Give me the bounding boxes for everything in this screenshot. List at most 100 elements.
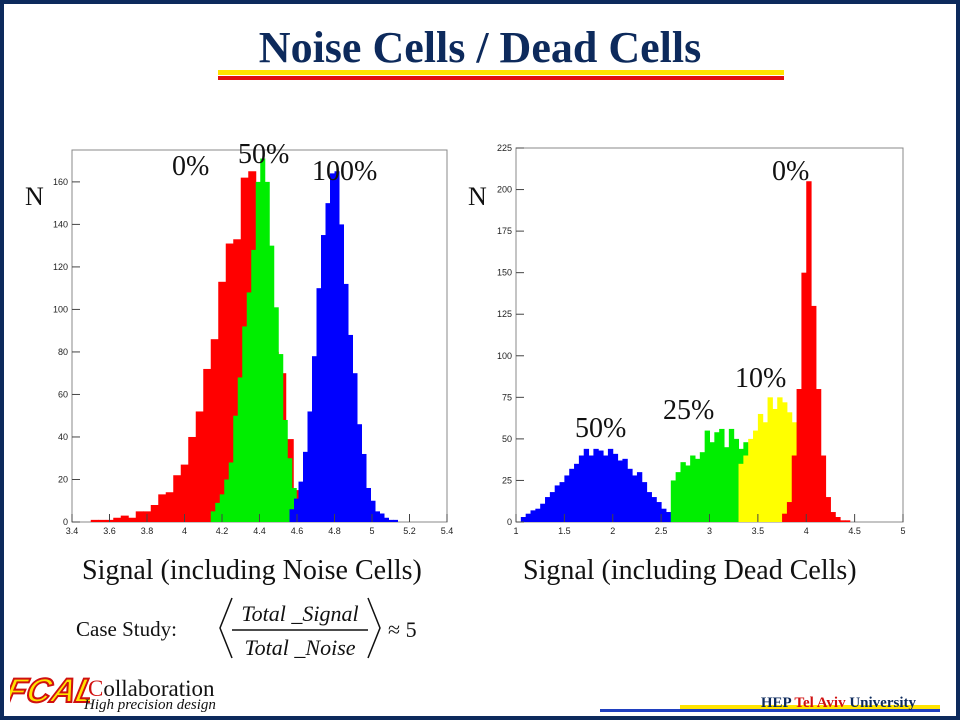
histogram-bar: [641, 482, 648, 522]
histogram-bar: [540, 503, 546, 522]
y-tick-label: 225: [497, 143, 512, 153]
x-tick-label: 4.2: [216, 526, 229, 536]
x-tick-label: 4.8: [328, 526, 341, 536]
percent-annotation: 50%: [575, 413, 626, 444]
histogram-bar: [525, 513, 532, 522]
histogram-bar: [699, 452, 706, 522]
series-2: [289, 171, 398, 522]
histogram-bar: [298, 481, 304, 522]
formula-approx: ≈ 5: [388, 617, 417, 642]
histogram-bar: [811, 305, 817, 522]
histogram-bar: [210, 339, 219, 522]
histogram-bar: [520, 517, 527, 522]
y-axis-label: N: [25, 182, 44, 211]
histogram-bar: [113, 517, 122, 522]
histogram-bar: [733, 438, 740, 522]
histogram-bar: [738, 463, 744, 522]
histogram-bar: [675, 472, 681, 522]
histogram-bar: [622, 458, 628, 522]
case-study-label: Case Study:: [76, 617, 177, 641]
histogram-bar: [289, 509, 295, 522]
formula-numerator: Total _Signal: [241, 601, 358, 626]
histogram-bar: [135, 511, 144, 522]
x-tick-label: 3.8: [141, 526, 154, 536]
histogram-bar: [90, 519, 99, 522]
histogram-bar: [218, 281, 227, 522]
y-tick-label: 20: [58, 474, 68, 484]
histogram-bar: [203, 368, 212, 522]
histogram-bar: [173, 475, 182, 522]
histogram-bar: [215, 502, 221, 522]
histogram-bar: [574, 463, 580, 522]
x-tick-label: 3.5: [752, 526, 765, 536]
noise-chart-caption: Signal (including Noise Cells): [82, 555, 422, 586]
histogram-bar: [246, 292, 252, 522]
x-tick-label: 2.5: [655, 526, 668, 536]
histogram-bar: [724, 447, 730, 522]
univ-post: University: [845, 695, 916, 711]
histogram-bar: [777, 397, 783, 522]
histogram-bar: [388, 519, 394, 522]
x-tick-label: 4: [182, 526, 187, 536]
x-tick-label: 5: [900, 526, 905, 536]
slide-title: Noise Cells / Dead Cells: [258, 23, 702, 72]
series-0: [520, 448, 686, 522]
histogram-bar: [670, 480, 677, 522]
histogram-bar: [714, 432, 720, 522]
formula-denominator: Total _Noise: [244, 635, 355, 660]
histogram-bar: [844, 520, 851, 522]
histogram-bar: [627, 468, 633, 522]
y-tick-label: 140: [53, 219, 68, 229]
histogram-bar: [348, 334, 353, 522]
histogram-bar: [251, 249, 257, 522]
histogram-bar: [370, 500, 376, 522]
y-tick-label: 0: [63, 517, 68, 527]
histogram-bar: [545, 497, 551, 522]
histogram-bar: [307, 411, 313, 522]
histogram-bar: [312, 356, 317, 522]
histogram-bar: [233, 415, 239, 522]
x-tick-label: 3.6: [103, 526, 116, 536]
histogram-bar: [825, 497, 831, 522]
y-tick-label: 100: [53, 304, 68, 314]
x-tick-label: 4.4: [253, 526, 266, 536]
histogram-bar: [273, 307, 279, 522]
histogram-bar: [321, 235, 326, 522]
histogram-bar: [757, 413, 764, 522]
histogram-bar: [316, 288, 322, 522]
histogram-bar: [366, 487, 371, 522]
footer-line-yellow: [680, 705, 940, 709]
histogram-bar: [569, 468, 575, 522]
histogram-bar: [651, 497, 657, 522]
histogram-bar: [255, 181, 261, 522]
histogram-bar: [636, 472, 643, 522]
histogram-bar: [303, 451, 308, 522]
histogram-bar: [535, 508, 541, 522]
histogram-bar: [743, 455, 749, 522]
histogram-bar: [237, 377, 243, 522]
histogram-bar: [224, 479, 230, 522]
histogram-bar: [334, 171, 340, 522]
y-tick-label: 160: [53, 177, 68, 187]
histogram-bar: [530, 510, 536, 522]
histogram-bar: [685, 465, 691, 522]
univ-pre: HEP: [760, 695, 795, 711]
histogram-bar: [260, 158, 266, 522]
histogram-bar: [665, 512, 672, 522]
x-tick-label: 4.6: [291, 526, 304, 536]
histogram-bar: [782, 402, 788, 522]
histogram-bar: [357, 424, 362, 522]
y-tick-label: 40: [58, 432, 68, 442]
histogram-bar: [269, 245, 275, 522]
histogram-bar: [748, 438, 754, 522]
y-tick-label: 200: [497, 185, 512, 195]
fcal-logo-text: FCAL: [10, 672, 90, 710]
histogram-bar: [325, 203, 331, 522]
histogram-bar: [98, 519, 107, 522]
fcal-logo: FCAL: [10, 671, 90, 711]
histogram-bar: [709, 442, 715, 522]
histogram-bar: [583, 448, 590, 522]
y-tick-label: 80: [58, 347, 68, 357]
percent-annotation: 50%: [238, 139, 289, 170]
